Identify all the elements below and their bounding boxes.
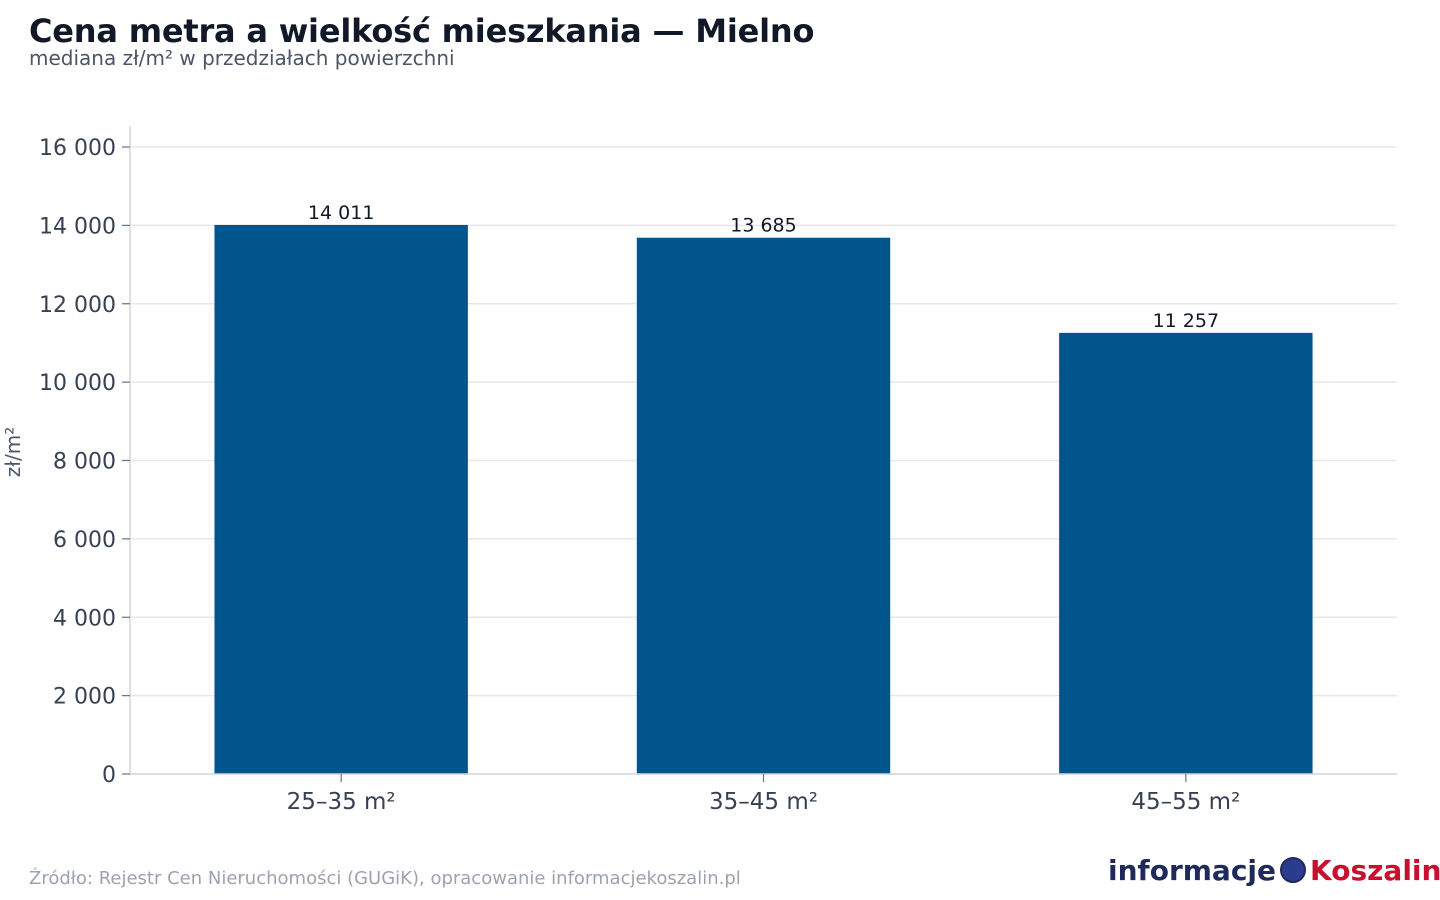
y-tick-label: 10 000: [39, 371, 116, 396]
chart-subtitle: mediana zł/m² w przedziałach powierzchni: [29, 46, 455, 70]
y-tick-label: 4 000: [53, 606, 116, 631]
brand-logo: informacje Koszalin: [1108, 850, 1440, 890]
data-label: 11 257: [1153, 310, 1219, 332]
logo-emblem-icon: [1280, 857, 1307, 883]
logo-text-right: Koszalin: [1310, 853, 1440, 887]
y-tick-label: 14 000: [39, 214, 116, 239]
x-tick-label: 45–55 m²: [1131, 789, 1240, 815]
y-tick-label: 0: [102, 763, 116, 788]
x-tick-label: 35–45 m²: [709, 789, 818, 815]
y-tick-label: 2 000: [53, 685, 116, 710]
data-label: 13 685: [730, 215, 796, 237]
y-axis-label: zł/m²: [1, 427, 25, 477]
y-tick-label: 8 000: [53, 450, 116, 475]
x-ticks: 25–35 m² 35–45 m² 45–55 m²: [287, 774, 1240, 815]
bar: [636, 237, 891, 774]
logo-text-left: informacje: [1108, 853, 1277, 887]
bar: [1059, 332, 1313, 774]
y-ticks: 0 2 000 4 000 6 000 8 000 10 000 12 000 14 000 1…: [39, 136, 130, 788]
data-labels: 14 011 13 685 11 257: [308, 202, 1219, 332]
chart-title: Cena metra a wielkość mieszkania — Mieln…: [29, 12, 815, 50]
y-tick-label: 16 000: [39, 136, 116, 161]
bars: [214, 224, 1313, 774]
data-label: 14 011: [308, 202, 374, 224]
y-tick-label: 6 000: [53, 528, 116, 553]
y-tick-label: 12 000: [39, 293, 116, 318]
source-note: Źródło: Rejestr Cen Nieruchomości (GUGiK…: [29, 868, 741, 889]
x-tick-label: 25–35 m²: [287, 789, 396, 815]
bar: [214, 224, 468, 774]
